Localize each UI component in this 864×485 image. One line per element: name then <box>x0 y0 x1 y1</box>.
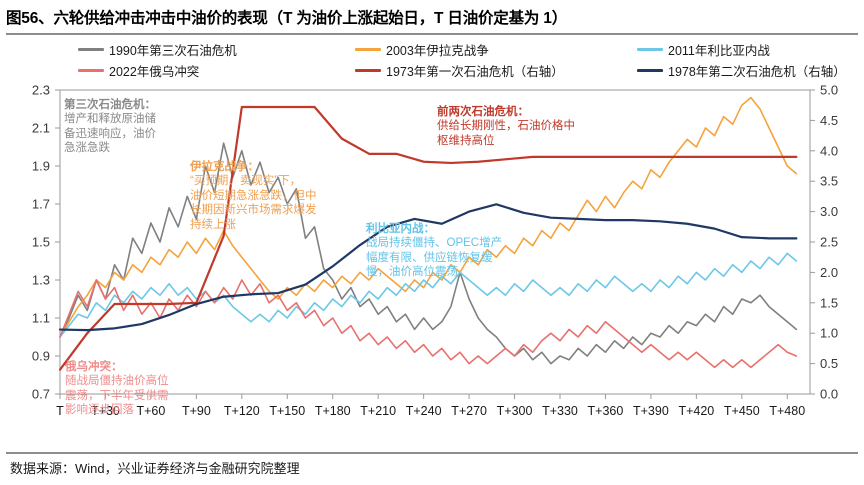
annotation-line: 随战局僵持油价高位 <box>65 375 169 388</box>
oil-price-line-chart: 0.7 0.9 1.1 1.3 1.5 1.7 1.9 2.1 2.3 0.0 0.5 1.0 1.5 2… <box>32 83 838 419</box>
right-axis-tick-label: 3.0 <box>820 204 838 219</box>
legend-color-swatch <box>637 47 663 51</box>
x-axis-tick-label: T+30 <box>91 404 120 418</box>
annotation-line: 急涨急跌 <box>64 142 110 155</box>
annotation-line: “买预期、卖现实”下， <box>190 175 302 188</box>
right-axis-tick-label: 2.5 <box>820 235 838 250</box>
legend-row: 1990年第三次石油危机 2003年伊拉克战争 2011年利比亚内战 <box>0 38 864 60</box>
right-axis-tick-label: 4.5 <box>820 113 838 128</box>
x-axis-tick-label: T+90 <box>182 404 211 418</box>
legend-color-swatch <box>78 47 104 51</box>
right-axis-tick-label: 1.0 <box>820 326 838 341</box>
annotation-heading: 利比亚内战： <box>366 223 435 235</box>
footer-divider <box>6 452 858 454</box>
legend-item-label: 2022年俄乌冲突 <box>109 64 200 79</box>
x-axis-tick-label: T+390 <box>633 404 669 418</box>
x-axis-tick-label: T+300 <box>497 404 533 418</box>
annotation-line: 震荡，下半年受供需 <box>65 389 169 402</box>
annotation-line: 战局持续僵持、OPEC增产 <box>366 237 503 250</box>
left-axis-tick-label: 0.7 <box>32 387 50 402</box>
left-axis-tick-label: 1.1 <box>32 311 50 326</box>
annotation-line: 长期因新兴市场需求爆发 <box>190 204 317 217</box>
x-axis-tick-label: T+60 <box>136 404 165 418</box>
x-axis-tick-label: T+120 <box>224 404 260 418</box>
page-title: 图56、六轮供给冲击冲击中油价的表现（T 为油价上涨起始日，T 日油价定基为 1… <box>6 10 568 27</box>
annotation-libya-civil-war: 利比亚内战： 战局持续僵持、OPEC增产 幅度有限、供应链恢复缓 慢，油价高位震荡 <box>366 222 502 280</box>
annotation-iraq-war: 伊拉克战争： “买预期、卖现实”下， 油价短期急涨急跌，但中 长期因新兴市场需求爆发持… <box>190 160 317 232</box>
figure-title-bar: 图56、六轮供给冲击冲击中油价的表现（T 为油价上涨起始日，T 日油价定基为 1… <box>0 0 864 34</box>
legend-item-label: 1973年第一次石油危机（右轴） <box>386 64 564 79</box>
left-axis-tick-label: 2.1 <box>32 121 50 136</box>
chart-plot-area: 0.7 0.9 1.1 1.3 1.5 1.7 1.9 2.1 2.3 0.0 0.5 1.0 1.5 2… <box>0 82 864 430</box>
x-axis-tick-label: T+480 <box>769 404 805 418</box>
x-axis-tick-label: T+150 <box>269 404 305 418</box>
legend-color-swatch <box>78 68 104 72</box>
left-axis-tick-label: 1.9 <box>32 159 50 174</box>
x-axis-tick-label: T+180 <box>315 404 351 418</box>
legend-item-label: 2011年利比亚内战 <box>668 43 770 58</box>
legend-color-swatch <box>355 47 381 51</box>
right-axis-tick-label: 1.5 <box>820 295 838 310</box>
legend-row: 2022年俄乌冲突 1973年第一次石油危机（右轴） 1978年第二次石油危机（右轴… <box>0 59 864 81</box>
legend-item-label: 2003年伊拉克战争 <box>386 43 489 58</box>
annotation-heading: 前两次石油危机： <box>437 106 529 118</box>
left-axis-tick-label: 1.7 <box>32 197 50 212</box>
annotation-line: 持续上涨 <box>190 218 236 231</box>
legend-item-0[interactable]: 1990年第三次石油危机 <box>78 38 237 60</box>
left-axis-tick-label: 2.3 <box>32 83 50 98</box>
x-axis-tick-label: T <box>56 404 64 418</box>
left-axis-tick-label: 1.3 <box>32 273 50 288</box>
legend-item-3[interactable]: 2022年俄乌冲突 <box>78 59 199 81</box>
left-axis-tick-label: 0.9 <box>32 349 50 364</box>
legend-item-label: 1990年第三次石油危机 <box>109 43 237 58</box>
legend-item-1[interactable]: 2003年伊拉克战争 <box>355 38 489 60</box>
series-line-2 <box>59 252 798 338</box>
legend-item-label: 1978年第二次石油危机（右轴） <box>668 64 846 79</box>
annotation-heading: 俄乌冲突： <box>65 361 123 373</box>
x-axis-tick-label: T+450 <box>724 404 760 418</box>
data-source-note: 数据来源：Wind，兴业证券经济与金融研究院整理 <box>10 461 300 476</box>
annotation-heading: 第三次石油危机： <box>64 99 156 111</box>
x-axis-tick-label: T+420 <box>678 404 714 418</box>
series-line-5 <box>58 203 798 332</box>
annotation-line: 枢维持高位 <box>437 134 495 147</box>
chart-legend: 1990年第三次石油危机 2003年伊拉克战争 2011年利比亚内战 2022年俄乌冲… <box>0 38 864 82</box>
legend-item-2[interactable]: 2011年利比亚内战 <box>637 38 770 60</box>
legend-item-5[interactable]: 1978年第二次石油危机（右轴） <box>637 59 846 81</box>
annotation-line: 增产和释放原油储 <box>64 113 156 126</box>
annotation-line: 油价短期急涨急跌，但中 <box>190 189 317 202</box>
x-axis-tick-label: T+210 <box>360 404 396 418</box>
annotation-line: 影响逐步回落 <box>65 404 134 417</box>
annotation-line: 备迅速响应，油价 <box>64 127 156 140</box>
right-axis-tick-label: 4.0 <box>820 143 838 158</box>
x-axis-tick-label: T+360 <box>588 404 624 418</box>
series-line-4 <box>58 105 798 371</box>
series-line-0 <box>59 142 798 365</box>
legend-color-swatch <box>637 68 663 72</box>
annotation-first-two-oil-crises: 前两次石油危机： 供给长期刚性，石油价格中 枢维持高位 <box>437 105 575 148</box>
right-axis-tick-label: 0.5 <box>820 356 838 371</box>
right-axis-tick-label: 5.0 <box>820 83 838 98</box>
legend-color-swatch <box>355 68 381 72</box>
annotation-heading: 伊拉克战争： <box>190 161 259 173</box>
annotation-line: 供给长期刚性，石油价格中 <box>437 120 575 133</box>
annotation-line: 幅度有限、供应链恢复缓 <box>366 251 493 264</box>
right-axis-tick-label: 3.5 <box>820 174 838 189</box>
title-divider <box>6 33 858 35</box>
annotation-line: 慢，油价高位震荡 <box>366 266 458 279</box>
x-axis-tick-label: T+330 <box>542 404 578 418</box>
right-axis-tick-label: 0.0 <box>820 387 838 402</box>
annotation-russia-ukraine: 俄乌冲突： 随战局僵持油价高位 震荡，下半年受供需 影响逐步回落 <box>65 360 169 418</box>
right-axis-tick-label: 2.0 <box>820 265 838 280</box>
left-axis-tick-label: 1.5 <box>32 235 50 250</box>
x-axis-tick-label: T+270 <box>451 404 487 418</box>
x-axis-tick-label: T+240 <box>406 404 442 418</box>
legend-item-4[interactable]: 1973年第一次石油危机（右轴） <box>355 59 564 81</box>
annotation-third-oil-crisis: 第三次石油危机： 增产和释放原油储 备迅速响应，油价 急涨急跌 <box>64 98 156 156</box>
